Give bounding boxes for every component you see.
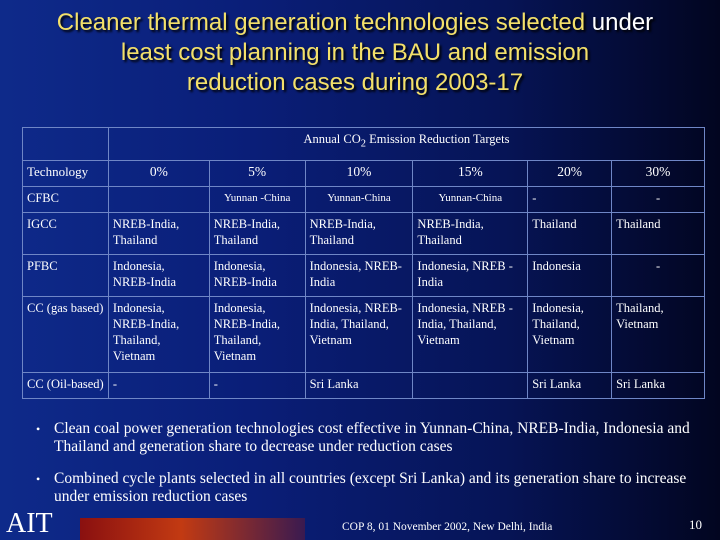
table-cell: Indonesia, NREB-India, Thailand, Vietnam	[107, 295, 210, 373]
table-cell: -	[611, 253, 705, 297]
table-row: CFBC Yunnan -China Yunnan-China Yunnan-C…	[22, 185, 705, 213]
title-line3: reduction cases during 2003-17	[186, 69, 524, 96]
table-cell: Indonesia, NREB -India, Thailand, Vietna…	[412, 295, 529, 373]
bullet-text: Clean coal power generation technologies…	[54, 420, 690, 455]
col-header-5: 5%	[208, 159, 306, 187]
table-cell: Indonesia, NREB -India	[412, 253, 529, 297]
ait-logo: AIT	[6, 508, 53, 539]
col-header-0: 0%	[107, 159, 210, 187]
table-row: CC (Oil-based) - - Sri Lanka Sri Lanka S…	[22, 371, 705, 400]
table-cell: Yunnan-China	[412, 185, 529, 213]
title-line1-highlight: Cleaner thermal generation technologies …	[56, 9, 586, 36]
table-cell: Indonesia, NREB-India, Thailand, Vietnam	[208, 295, 306, 373]
bullet-item: • Clean coal power generation technologi…	[36, 420, 716, 456]
table-cell: Sri Lanka	[527, 371, 613, 400]
col-header-15: 15%	[412, 159, 529, 187]
bullet-list: • Clean coal power generation technologi…	[36, 420, 716, 520]
bullet-dot-icon: •	[36, 472, 41, 486]
col-header-20: 20%	[527, 159, 613, 187]
bullet-text: Combined cycle plants selected in all co…	[54, 470, 687, 505]
table-cell: -	[611, 185, 705, 213]
table-cell: NREB-India, Thailand	[304, 211, 414, 255]
column-header-row: Technology 0% 5% 10% 15% 20% 30%	[22, 159, 705, 187]
bullet-item: • Combined cycle plants selected in all …	[36, 470, 716, 506]
table-cell: Yunnan -China	[208, 185, 306, 213]
table-cell: Sri Lanka	[304, 371, 414, 400]
group-header-row: Annual CO2 Emission Reduction Targets	[22, 127, 706, 161]
table-cell: Indonesia, NREB-India	[304, 253, 414, 297]
col-header-30: 30%	[611, 159, 705, 187]
table-cell: Thailand, Vietnam	[611, 295, 705, 373]
tech-cell: CC (Oil-based)	[22, 371, 109, 400]
slide-title: Cleaner thermal generation technologies …	[10, 8, 700, 98]
bullet-dot-icon: •	[36, 422, 41, 436]
group-header: Annual CO2 Emission Reduction Targets	[107, 127, 706, 161]
tech-cell: IGCC	[22, 211, 109, 255]
tech-cell: CC (gas based)	[22, 295, 109, 373]
technology-table: Annual CO2 Emission Reduction Targets Te…	[22, 127, 706, 400]
table-row: IGCC NREB-India, Thailand NREB-India, Th…	[22, 211, 705, 255]
tech-cell: CFBC	[22, 185, 109, 213]
table-cell: NREB-India, Thailand	[208, 211, 306, 255]
col-header-10: 10%	[304, 159, 414, 187]
table-cell: Thailand	[527, 211, 613, 255]
title-line1-tail: under	[585, 9, 654, 36]
table-cell: Yunnan-China	[304, 185, 414, 213]
table-cell: Indonesia	[527, 253, 613, 297]
table-cell: Indonesia, NREB-India	[208, 253, 306, 297]
footer-accent-bar	[80, 518, 305, 540]
tech-header: Technology	[22, 159, 109, 187]
table-cell: Sri Lanka	[611, 371, 705, 400]
table-cell	[107, 185, 210, 213]
table-cell: NREB-India, Thailand	[107, 211, 210, 255]
table-cell: Thailand	[611, 211, 705, 255]
table-cell	[412, 371, 529, 400]
tech-cell: PFBC	[22, 253, 109, 297]
table-cell: -	[107, 371, 210, 400]
table-row: CC (gas based) Indonesia, NREB-India, Th…	[22, 295, 705, 373]
footer-event: COP 8, 01 November 2002, New Delhi, Indi…	[342, 521, 553, 533]
page-number: 10	[689, 517, 702, 532]
table-row: PFBC Indonesia, NREB-India Indonesia, NR…	[22, 253, 705, 297]
table-cell: -	[208, 371, 306, 400]
table-cell: Indonesia, Thailand, Vietnam	[527, 295, 613, 373]
table-cell: -	[527, 185, 613, 213]
table-cell: Indonesia, NREB-India, Thailand, Vietnam	[304, 295, 414, 373]
table-cell: NREB-India, Thailand	[412, 211, 529, 255]
corner-cell	[22, 127, 109, 161]
title-line2: least cost planning in the BAU and emiss…	[120, 39, 590, 66]
table-cell: Indonesia, NREB-India	[107, 253, 210, 297]
